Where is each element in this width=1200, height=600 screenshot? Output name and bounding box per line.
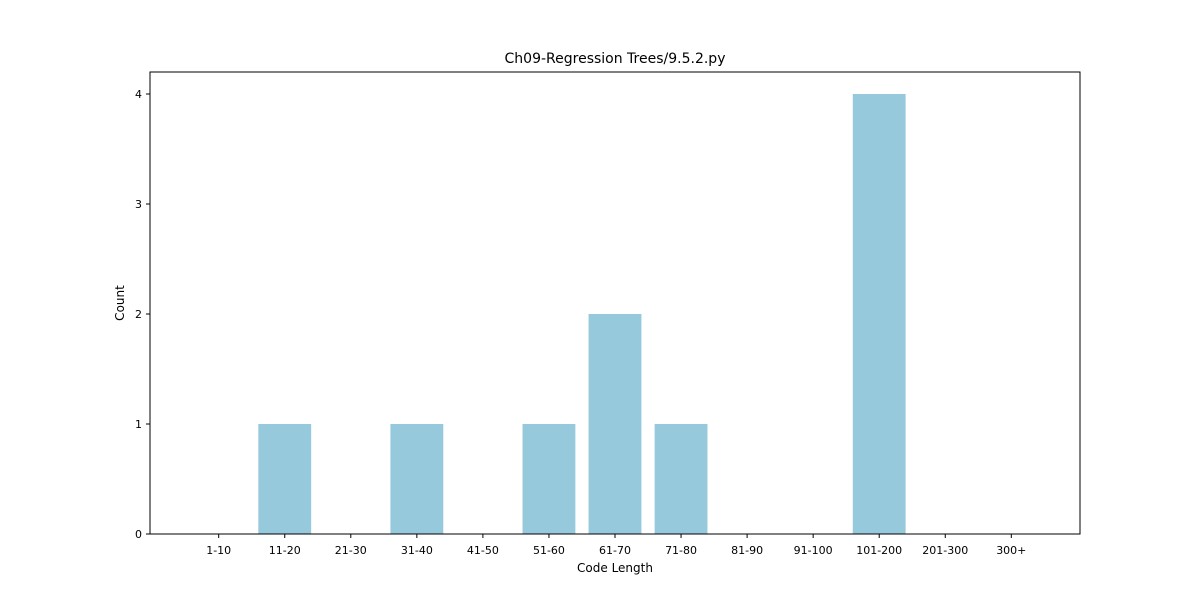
x-tick-label: 31-40 (401, 544, 433, 557)
x-tick-label: 51-60 (533, 544, 565, 557)
y-tick-label: 2 (135, 308, 142, 321)
x-tick-label: 41-50 (467, 544, 499, 557)
bar-31-40 (390, 424, 444, 534)
x-tick-label: 71-80 (665, 544, 697, 557)
y-tick-label: 0 (135, 528, 142, 541)
bar-11-20 (258, 424, 312, 534)
y-tick-label: 3 (135, 198, 142, 211)
bars-group (258, 94, 906, 534)
chart-title: Ch09-Regression Trees/9.5.2.py (505, 51, 726, 67)
y-axis-label: Count (113, 285, 127, 321)
x-tick-label: 300+ (996, 544, 1026, 557)
x-tick-label: 91-100 (794, 544, 833, 557)
x-tick-label: 61-70 (599, 544, 631, 557)
x-tick-label: 1-10 (206, 544, 231, 557)
x-axis: 1-10 11-20 21-30 31-40 41-50 51-60 61-70 71-80 8… (206, 534, 1026, 557)
x-axis-label: Code Length (577, 561, 653, 575)
x-tick-label: 101-200 (856, 544, 902, 557)
bar-51-60 (522, 424, 576, 534)
bar-71-80 (654, 424, 708, 534)
y-tick-label: 4 (135, 88, 142, 101)
x-tick-label: 201-300 (922, 544, 968, 557)
y-tick-label: 1 (135, 418, 142, 431)
x-tick-label: 21-30 (335, 544, 367, 557)
x-tick-label: 11-20 (269, 544, 301, 557)
bar-101-200 (852, 94, 906, 534)
y-axis: 0 1 2 3 4 (135, 88, 150, 541)
bar-61-70 (588, 314, 642, 534)
x-tick-label: 81-90 (731, 544, 763, 557)
